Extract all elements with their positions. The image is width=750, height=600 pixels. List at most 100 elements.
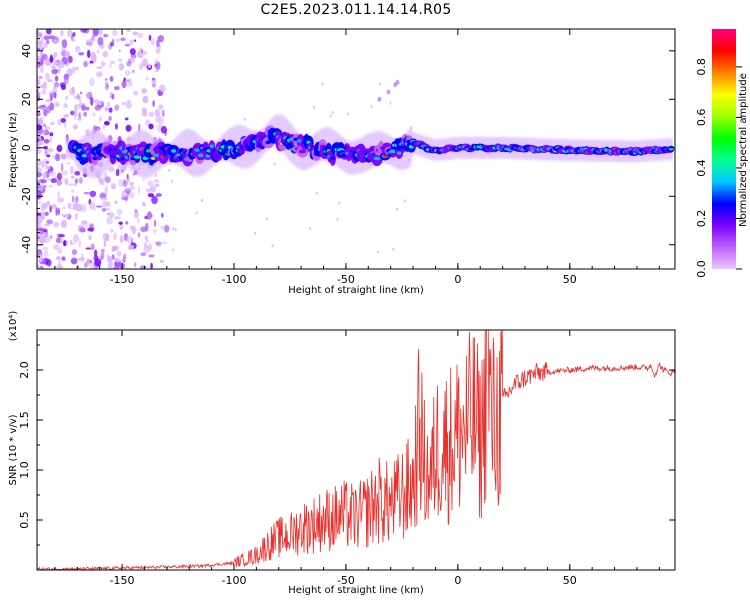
spectrogram-speckle	[125, 99, 132, 109]
spectrogram-speckle	[147, 180, 154, 187]
spectrogram-speckle	[92, 112, 96, 117]
spectrogram-speckle	[124, 117, 129, 121]
spectrogram-speckle	[132, 173, 136, 176]
spectrogram-speckle	[81, 104, 86, 111]
snr-panel: -150 -100 -50 0 50 0.5 1.0 1.5 2.0 Height of st…	[8, 311, 676, 596]
spectrogram-speckle	[145, 119, 151, 126]
spectrogram-halo-band	[66, 114, 673, 179]
spectrogram-speckle	[124, 69, 131, 76]
spectrogram-speckle	[142, 178, 145, 182]
spectrogram-y-ticks: -40 -20 0 20 40	[20, 38, 675, 258]
spectrogram-speckle	[37, 32, 43, 39]
x-tick-label: -50	[337, 273, 355, 286]
colorbar-tick-label: 0.8	[695, 58, 708, 76]
spectrogram-speckle	[37, 236, 41, 239]
spectrogram-speckle	[154, 59, 158, 65]
spectrogram-speckle	[60, 117, 66, 123]
spectrogram-speckle	[86, 257, 91, 267]
spectrogram-speckle	[143, 50, 148, 56]
spectrogram-speckle	[134, 209, 138, 213]
spectrogram-speckle	[91, 55, 97, 61]
spectrogram-speckle	[89, 60, 94, 64]
spectrogram-speckle	[46, 105, 51, 114]
spectrogram-speckle	[62, 206, 66, 210]
spectrogram-speckle	[50, 122, 55, 125]
spectrogram-speckle	[39, 50, 43, 56]
spectrogram-speckle	[64, 50, 70, 57]
spectrogram-speckle	[68, 55, 73, 64]
spectrogram-speckle	[404, 199, 407, 203]
spectrogram-speckle	[101, 202, 106, 208]
spectrogram-speckle	[53, 61, 58, 65]
y-tick-label: 0	[20, 144, 33, 151]
spectrogram-speckle	[265, 217, 268, 221]
spectrogram-speckle	[37, 265, 41, 269]
spectrogram-speckle	[81, 203, 87, 213]
spectrogram-speckle	[65, 162, 71, 165]
spectrogram-speckle	[95, 71, 103, 78]
spectrogram-speckle	[43, 109, 48, 117]
spectrogram-speckle	[116, 208, 123, 216]
spectrogram-speckle	[312, 105, 315, 109]
spectrogram-speckle	[104, 106, 109, 112]
spectrogram-speckle	[121, 101, 126, 106]
spectrogram-speckle	[142, 112, 146, 116]
spectrogram-speckle	[106, 253, 110, 260]
spectrogram-speckle	[110, 228, 113, 233]
spectrogram-speckle	[132, 90, 139, 96]
spectrogram-speckle	[37, 167, 43, 173]
spectrogram-speckle	[64, 177, 69, 185]
spectrogram-speckle	[42, 172, 47, 180]
spectrogram-speckle	[201, 198, 204, 202]
spectrogram-speckle	[58, 234, 65, 238]
spectrogram-speckle	[148, 111, 155, 118]
x-tick-label: 0	[454, 273, 461, 286]
spectrogram-speckle	[39, 40, 44, 45]
spectrogram-band-cell	[171, 149, 177, 153]
spectrogram-speckle	[147, 64, 151, 69]
spectrogram-speckle	[271, 244, 274, 248]
spectrogram-speckle	[44, 126, 51, 130]
spectrogram-speckle	[42, 229, 48, 233]
spectrogram-speckle	[71, 39, 76, 42]
spectrogram-speckle	[150, 38, 155, 46]
spectrogram-speckle	[38, 44, 45, 50]
spectrogram-speckle	[37, 92, 41, 99]
spectrogram-speckle	[83, 111, 88, 117]
x-tick-label: -50	[337, 574, 355, 587]
spectrogram-speckle	[106, 101, 111, 107]
spectrogram-speckle	[124, 79, 130, 82]
spectrogram-speckle	[58, 61, 65, 69]
spectrogram-speckle	[174, 228, 177, 232]
colorbar-tick-label: 0.2	[695, 210, 708, 228]
spectrogram-speckle	[153, 219, 157, 227]
spectrogram-speckle	[154, 109, 161, 117]
spectrogram-speckle	[37, 117, 40, 125]
y-tick-label: 20	[20, 92, 33, 106]
spectrogram-speckle	[113, 265, 119, 269]
spectrogram-speckle	[126, 29, 131, 32]
spectrogram-speckle	[37, 75, 43, 80]
spectrogram-speckle	[88, 234, 92, 241]
spectrogram-speckle	[49, 136, 53, 143]
spectrogram-speckle	[168, 168, 171, 172]
spectrogram-speckle	[157, 35, 165, 43]
spectrogram-speckle	[43, 35, 50, 40]
spectrogram-speckle	[89, 78, 95, 87]
spectrogram-speckle	[111, 93, 115, 100]
spectrogram-speckle	[74, 45, 81, 53]
spectrogram-speckle	[100, 248, 105, 253]
y-tick-label: -20	[20, 187, 33, 205]
spectrogram-speckle	[60, 153, 67, 160]
spectrogram-speckle	[50, 235, 53, 240]
spectrogram-speckle	[37, 226, 42, 230]
page-title: C2E5.2023.011.14.14.R05	[260, 2, 452, 18]
spectrogram-band-cell	[209, 144, 214, 148]
spectrogram-speckle	[67, 183, 75, 186]
spectrogram-speckle	[195, 211, 198, 215]
spectrogram-band-cell	[110, 154, 117, 159]
spectrogram-speckle	[44, 148, 48, 157]
spectrogram-speckle	[159, 84, 166, 93]
spectrogram-speckle	[129, 185, 136, 190]
spectrogram-speckle	[76, 93, 80, 100]
